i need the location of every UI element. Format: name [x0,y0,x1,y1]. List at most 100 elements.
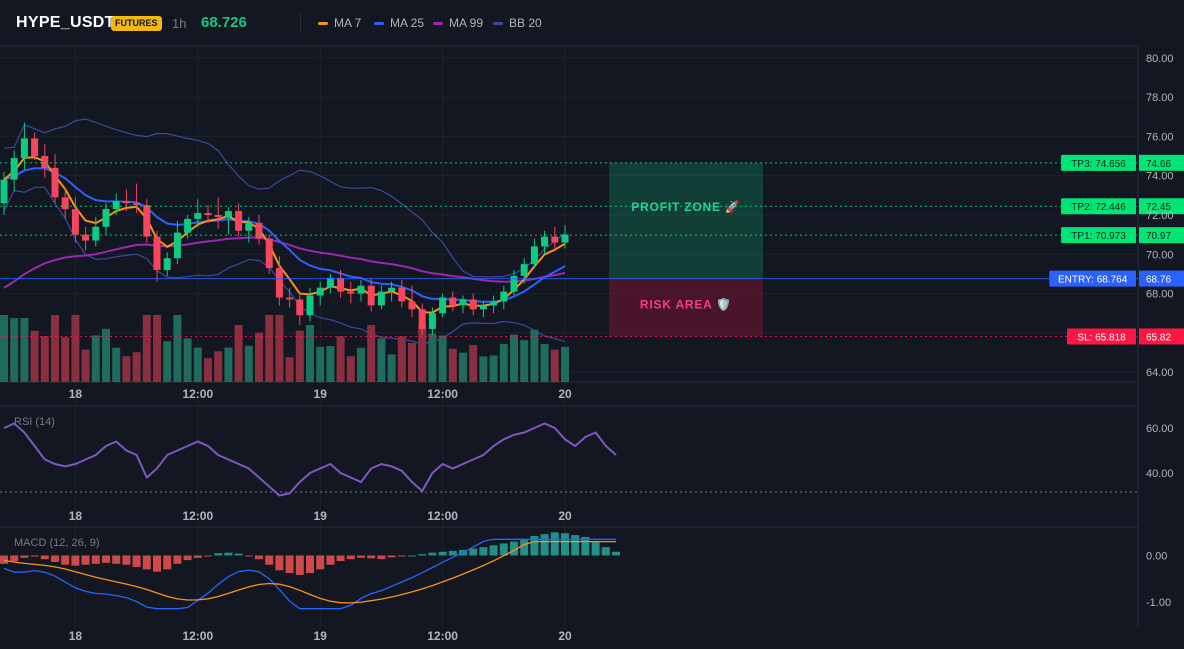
macd-hist-49 [499,543,508,556]
time-tick-0-4: 20 [558,387,572,401]
candle-body-11 [112,201,120,210]
macd-hist-37 [377,555,386,560]
symbol-name[interactable]: HYPE_USDT [16,14,115,31]
candle-body-24 [245,222,253,231]
macd-hist-59 [601,547,610,556]
volume-bar-46 [469,345,478,382]
legend-ma25[interactable]: MA 25 [374,16,424,30]
volume-bar-23 [234,325,243,382]
time-tick-0-3: 12:00 [427,387,458,401]
volume-bar-53 [540,344,549,382]
price-tick-6: 68.00 [1146,289,1174,301]
rsi-line [3,422,617,497]
candle-body-36 [367,285,375,306]
macd-hist-8 [81,555,90,565]
macd-hist-9 [91,555,100,564]
futures-badge: FUTURES [111,16,162,31]
candle-body-33 [337,277,345,292]
candle-body-42 [428,313,436,329]
candle-body-41 [418,309,426,329]
level-label-3: ENTRY: 68.764 [1058,275,1128,286]
level-axis-tag-3 [1139,270,1184,287]
volume-bar-43 [438,335,447,382]
candle-body-34 [347,291,355,294]
candle-body-22 [224,211,232,217]
candle-body-45 [459,299,467,306]
candle-body-54 [551,236,559,243]
macd-hist-14 [142,555,151,570]
volume-bar-52 [530,329,539,382]
candle-body-53 [541,236,549,247]
volume-bar-34 [346,356,355,382]
volume-bar-5 [51,315,59,382]
level-label-4: SL: 65.818 [1077,332,1126,343]
axes: 80.00 78.00 76.00 74.00 72.00 70.00 68.00 64.00… [69,53,1174,643]
macd-pane: MACD (12, 26, 9) [0,532,620,610]
last-price: 68.726 [201,14,247,31]
volume-bar-27 [275,315,284,382]
legend-bb20-swatch [493,21,503,25]
candle-body-47 [479,305,487,310]
legend-ma7[interactable]: MA 7 [318,16,361,30]
volume-bar-20 [204,358,212,382]
volume-bar-6 [61,337,70,382]
candle-body-0 [0,179,8,204]
candle-body-39 [398,287,406,302]
volume-bar-13 [132,352,141,382]
macd-hist-2 [20,555,29,558]
macd-hist-21 [214,553,223,556]
volume-bar-42 [428,333,437,382]
candle-body-4 [41,156,49,168]
candle-body-8 [82,234,90,241]
price-tick-5: 70.00 [1146,249,1174,261]
macd-hist-36 [367,555,376,559]
volume-bar-1 [10,318,19,382]
rsi-pane: RSI (14) [0,416,1138,497]
macd-hist-28 [285,555,294,574]
bb-lower-line [3,186,566,345]
price-tick-4: 72.00 [1146,210,1174,222]
timeframe-label[interactable]: 1h [172,16,187,31]
time-tick-0-1: 12:00 [182,387,213,401]
macd-hist-42 [428,552,437,556]
candle-body-5 [51,167,59,198]
risk-area-box [609,278,763,337]
macd-hist-39 [397,555,406,557]
candle-body-27 [275,268,283,298]
macd-hist-57 [581,536,590,556]
volume-bar-37 [377,338,386,382]
volume-bar-30 [306,325,314,382]
legend-bb20[interactable]: BB 20 [493,16,542,30]
macd-tick-1: -1.00 [1146,597,1171,609]
legend-ma99-swatch [433,21,443,25]
candle-body-37 [377,291,385,306]
level-axis-tag-1 [1139,198,1184,215]
rsi-title: RSI (14) [14,416,55,428]
macd-hist-56 [571,535,580,556]
volume-bar-22 [224,347,233,382]
volume-bar-3 [30,330,39,382]
volume-bar-4 [40,336,49,382]
volume-bar-2 [20,318,29,382]
candle-body-26 [265,238,273,269]
macd-hist-18 [183,555,192,561]
level-label-2: TP1: 70.973 [1071,231,1126,242]
candle-body-9 [92,226,100,241]
macd-hist-60 [612,551,620,556]
candle-body-6 [61,197,69,210]
macd-hist-4 [40,555,49,560]
candle-body-25 [255,222,263,239]
volume-bar-48 [489,355,498,382]
candle-body-28 [286,297,294,300]
time-tick-1-4: 20 [558,509,572,523]
time-tick-2-1: 12:00 [182,629,213,643]
macd-hist-6 [61,555,70,565]
candle-body-7 [71,209,79,235]
legend-ma99[interactable]: MA 99 [433,16,483,30]
candle-body-19 [194,213,202,219]
volume-bar-9 [91,335,100,382]
volume-bar-38 [387,354,396,382]
legend-bb20-label: BB 20 [509,16,542,30]
bollinger-bands [3,118,566,345]
